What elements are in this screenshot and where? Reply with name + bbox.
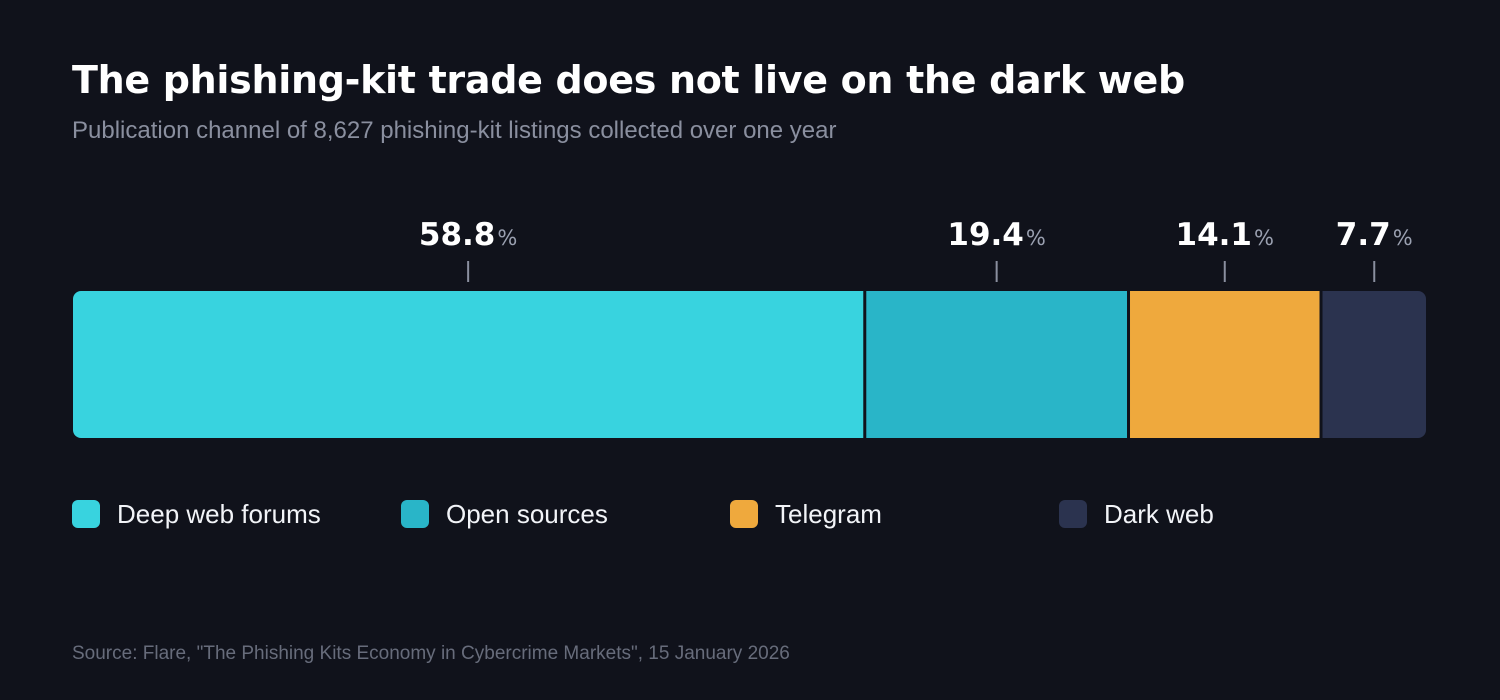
legend-item-telegram: Telegram — [730, 498, 882, 530]
chart-title: The phishing-kit trade does not live on … — [72, 58, 1185, 102]
value-label-deep-web-forums: 58.8% — [419, 217, 517, 253]
value-number: 19.4 — [947, 217, 1024, 253]
legend-swatch — [72, 500, 100, 528]
value-number: 58.8 — [419, 217, 496, 253]
legend-label: Open sources — [446, 498, 608, 529]
value-label-telegram: 14.1% — [1176, 217, 1274, 253]
legend-swatch — [1059, 500, 1087, 528]
value-unit: % — [1254, 226, 1274, 250]
bar-segment-telegram — [1130, 291, 1320, 438]
legend-label: Dark web — [1104, 498, 1214, 529]
source-note: Source: Flare, "The Phishing Kits Econom… — [72, 643, 790, 664]
bar-segment-deep-web-forums — [73, 291, 864, 438]
value-label-open-sources: 19.4% — [947, 217, 1045, 253]
value-unit: % — [1026, 226, 1046, 250]
value-label-dark-web: 7.7% — [1336, 217, 1413, 253]
chart-subtitle: Publication channel of 8,627 phishing-ki… — [72, 117, 837, 144]
value-unit: % — [1393, 226, 1413, 250]
chart-legend: Deep web forums Open sources Telegram Da… — [0, 498, 1500, 538]
legend-swatch — [730, 500, 758, 528]
legend-label: Deep web forums — [117, 498, 321, 529]
value-unit: % — [497, 226, 517, 250]
stacked-bar-chart: 58.8% 19.4% 14.1% 7.7% — [73, 217, 1426, 438]
value-number: 7.7 — [1336, 217, 1391, 253]
legend-item-open-sources: Open sources — [401, 498, 608, 530]
bar-segments — [73, 291, 1426, 438]
legend-item-dark-web: Dark web — [1059, 498, 1214, 530]
bar-segment-dark-web — [1322, 291, 1426, 438]
value-number: 14.1 — [1176, 217, 1253, 253]
legend-swatch — [401, 500, 429, 528]
legend-label: Telegram — [775, 498, 882, 529]
legend-item-deep-web-forums: Deep web forums — [72, 498, 321, 530]
bar-segment-open-sources — [866, 291, 1128, 438]
